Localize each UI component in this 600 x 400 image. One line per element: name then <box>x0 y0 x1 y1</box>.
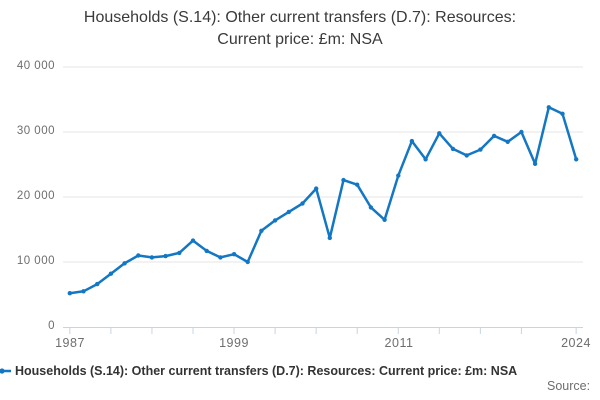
data-point-2005 <box>314 186 319 191</box>
data-point-2019 <box>505 139 510 144</box>
data-point-1987 <box>67 291 73 296</box>
data-point-2010 <box>382 217 387 222</box>
legend-item[interactable]: Households (S.14): Other current transfe… <box>0 362 600 380</box>
data-point-2021 <box>532 161 538 166</box>
series-line-marker-icon <box>0 365 11 377</box>
data-point-1988 <box>81 289 86 294</box>
data-point-1997 <box>204 248 209 254</box>
data-point-2016 <box>464 153 469 158</box>
data-point-2008 <box>355 182 360 187</box>
data-point-1991 <box>122 261 127 266</box>
data-series-line <box>68 106 578 295</box>
x-axis-label-1999: 1999 <box>219 336 249 350</box>
data-point-2006 <box>327 235 332 241</box>
data-point-2004 <box>300 201 305 206</box>
data-point-2017 <box>478 147 483 152</box>
x-axis-label-2011: 2011 <box>384 336 414 350</box>
data-point-1995 <box>177 250 182 256</box>
data-point-2023 <box>560 111 565 117</box>
source-label: Source: <box>547 379 591 393</box>
data-point-2014 <box>437 131 442 136</box>
chart-title-line2: Current price: £m: NSA <box>217 31 383 48</box>
data-point-2022 <box>546 105 551 110</box>
data-point-1989 <box>95 281 100 287</box>
data-point-1994 <box>163 253 168 259</box>
data-point-2000 <box>245 259 250 265</box>
data-point-1999 <box>231 252 237 257</box>
chart-title: Households (S.14): Other current transfe… <box>0 7 600 51</box>
data-point-2002 <box>272 218 278 223</box>
data-point-2020 <box>519 129 524 135</box>
data-point-2009 <box>368 205 374 210</box>
data-point-2015 <box>450 146 456 152</box>
y-axis-label-30000: 30 000 <box>16 125 55 137</box>
data-point-1992 <box>136 253 141 258</box>
y-axis-label-0: 0 <box>48 320 55 332</box>
y-axis-label-10000: 10 000 <box>16 255 55 267</box>
data-point-2013 <box>423 157 428 162</box>
data-point-1996 <box>190 238 196 243</box>
data-point-1998 <box>218 255 223 260</box>
y-axis-label-40000: 40 000 <box>16 60 55 72</box>
data-point-1993 <box>149 255 155 260</box>
data-point-2024 <box>574 157 579 162</box>
data-point-2001 <box>259 228 264 233</box>
chart-title-line1: Households (S.14): Other current transfe… <box>83 9 517 26</box>
data-point-2007 <box>341 177 346 183</box>
data-point-2011 <box>396 173 401 178</box>
data-point-2003 <box>286 209 291 215</box>
x-axis-label-2024: 2024 <box>561 336 591 350</box>
y-axis-label-20000: 20 000 <box>16 190 55 202</box>
data-point-1990 <box>108 271 114 276</box>
legend-series-label: Households (S.14): Other current transfe… <box>15 364 518 378</box>
data-point-2012 <box>409 138 415 144</box>
x-axis-label-1987: 1987 <box>55 336 85 350</box>
data-point-2018 <box>491 133 497 139</box>
